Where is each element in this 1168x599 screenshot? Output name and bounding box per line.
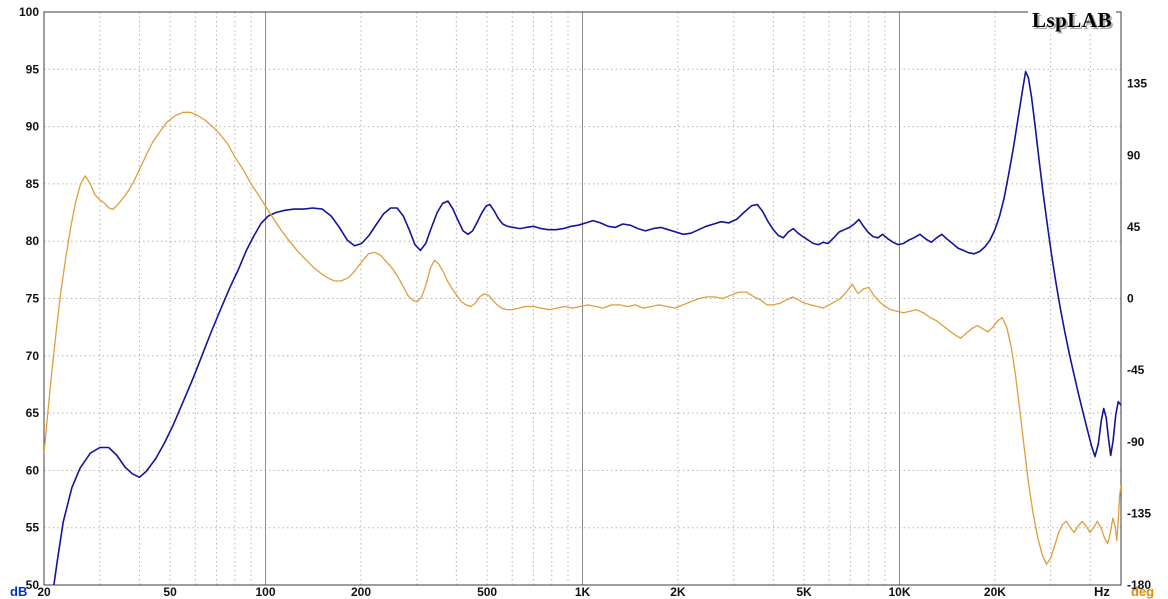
deg-tick-label: -135	[1127, 506, 1151, 520]
right-axis-unit-label: deg	[1131, 584, 1155, 599]
right-tick-labels: 135 90 45 0 -45 -90 -135 -180	[1127, 77, 1151, 592]
db-tick-label: 60	[26, 463, 40, 477]
x-axis-unit-label: Hz	[1094, 584, 1110, 599]
x-minor-gridlines	[99, 12, 1091, 585]
plot-frame	[43, 11, 1122, 586]
deg-tick-label: -90	[1127, 435, 1145, 449]
x-tick-label: 200	[351, 585, 371, 599]
deg-tick-label: 0	[1127, 292, 1134, 306]
deg-tick-label: -45	[1127, 363, 1145, 377]
x-tick-label: 100	[255, 585, 275, 599]
lsplab-logo: LspLAB	[1027, 8, 1116, 33]
x-major-gridlines	[265, 12, 900, 585]
deg-tick-label: 45	[1127, 220, 1141, 234]
left-axis-unit-label: dB	[10, 584, 28, 599]
x-tick-label: 20	[37, 585, 51, 599]
deg-tick-label: -180	[1127, 578, 1151, 592]
magnitude-curve	[53, 70, 1121, 585]
db-tick-label: 85	[26, 177, 40, 191]
deg-tick-label: 90	[1127, 148, 1141, 162]
db-tick-label: 65	[26, 406, 40, 420]
x-tick-label: 10K	[888, 585, 910, 599]
db-tick-label: 50	[26, 578, 40, 592]
x-tick-labels: 20 50 100 200 500 1K 2K 5K 10K 20K	[37, 585, 1006, 599]
phase-curve	[44, 111, 1121, 565]
deg-tick-label: 135	[1127, 77, 1147, 91]
db-tick-label: 100	[19, 5, 39, 19]
db-tick-label: 95	[26, 62, 40, 76]
db-tick-label: 55	[26, 521, 40, 535]
x-tick-label: 500	[477, 585, 497, 599]
x-tick-label: 50	[163, 585, 177, 599]
x-tick-label: 5K	[796, 585, 812, 599]
x-tick-label: 1K	[575, 585, 591, 599]
x-tick-label: 20K	[984, 585, 1006, 599]
db-tick-label: 90	[26, 120, 40, 134]
db-tick-label: 80	[26, 234, 40, 248]
left-tick-labels: 100 95 90 85 80 75 70 65 60 55 50	[19, 5, 39, 592]
db-tick-label: 70	[26, 349, 40, 363]
db-tick-label: 75	[26, 292, 40, 306]
x-tick-label: 2K	[670, 585, 686, 599]
